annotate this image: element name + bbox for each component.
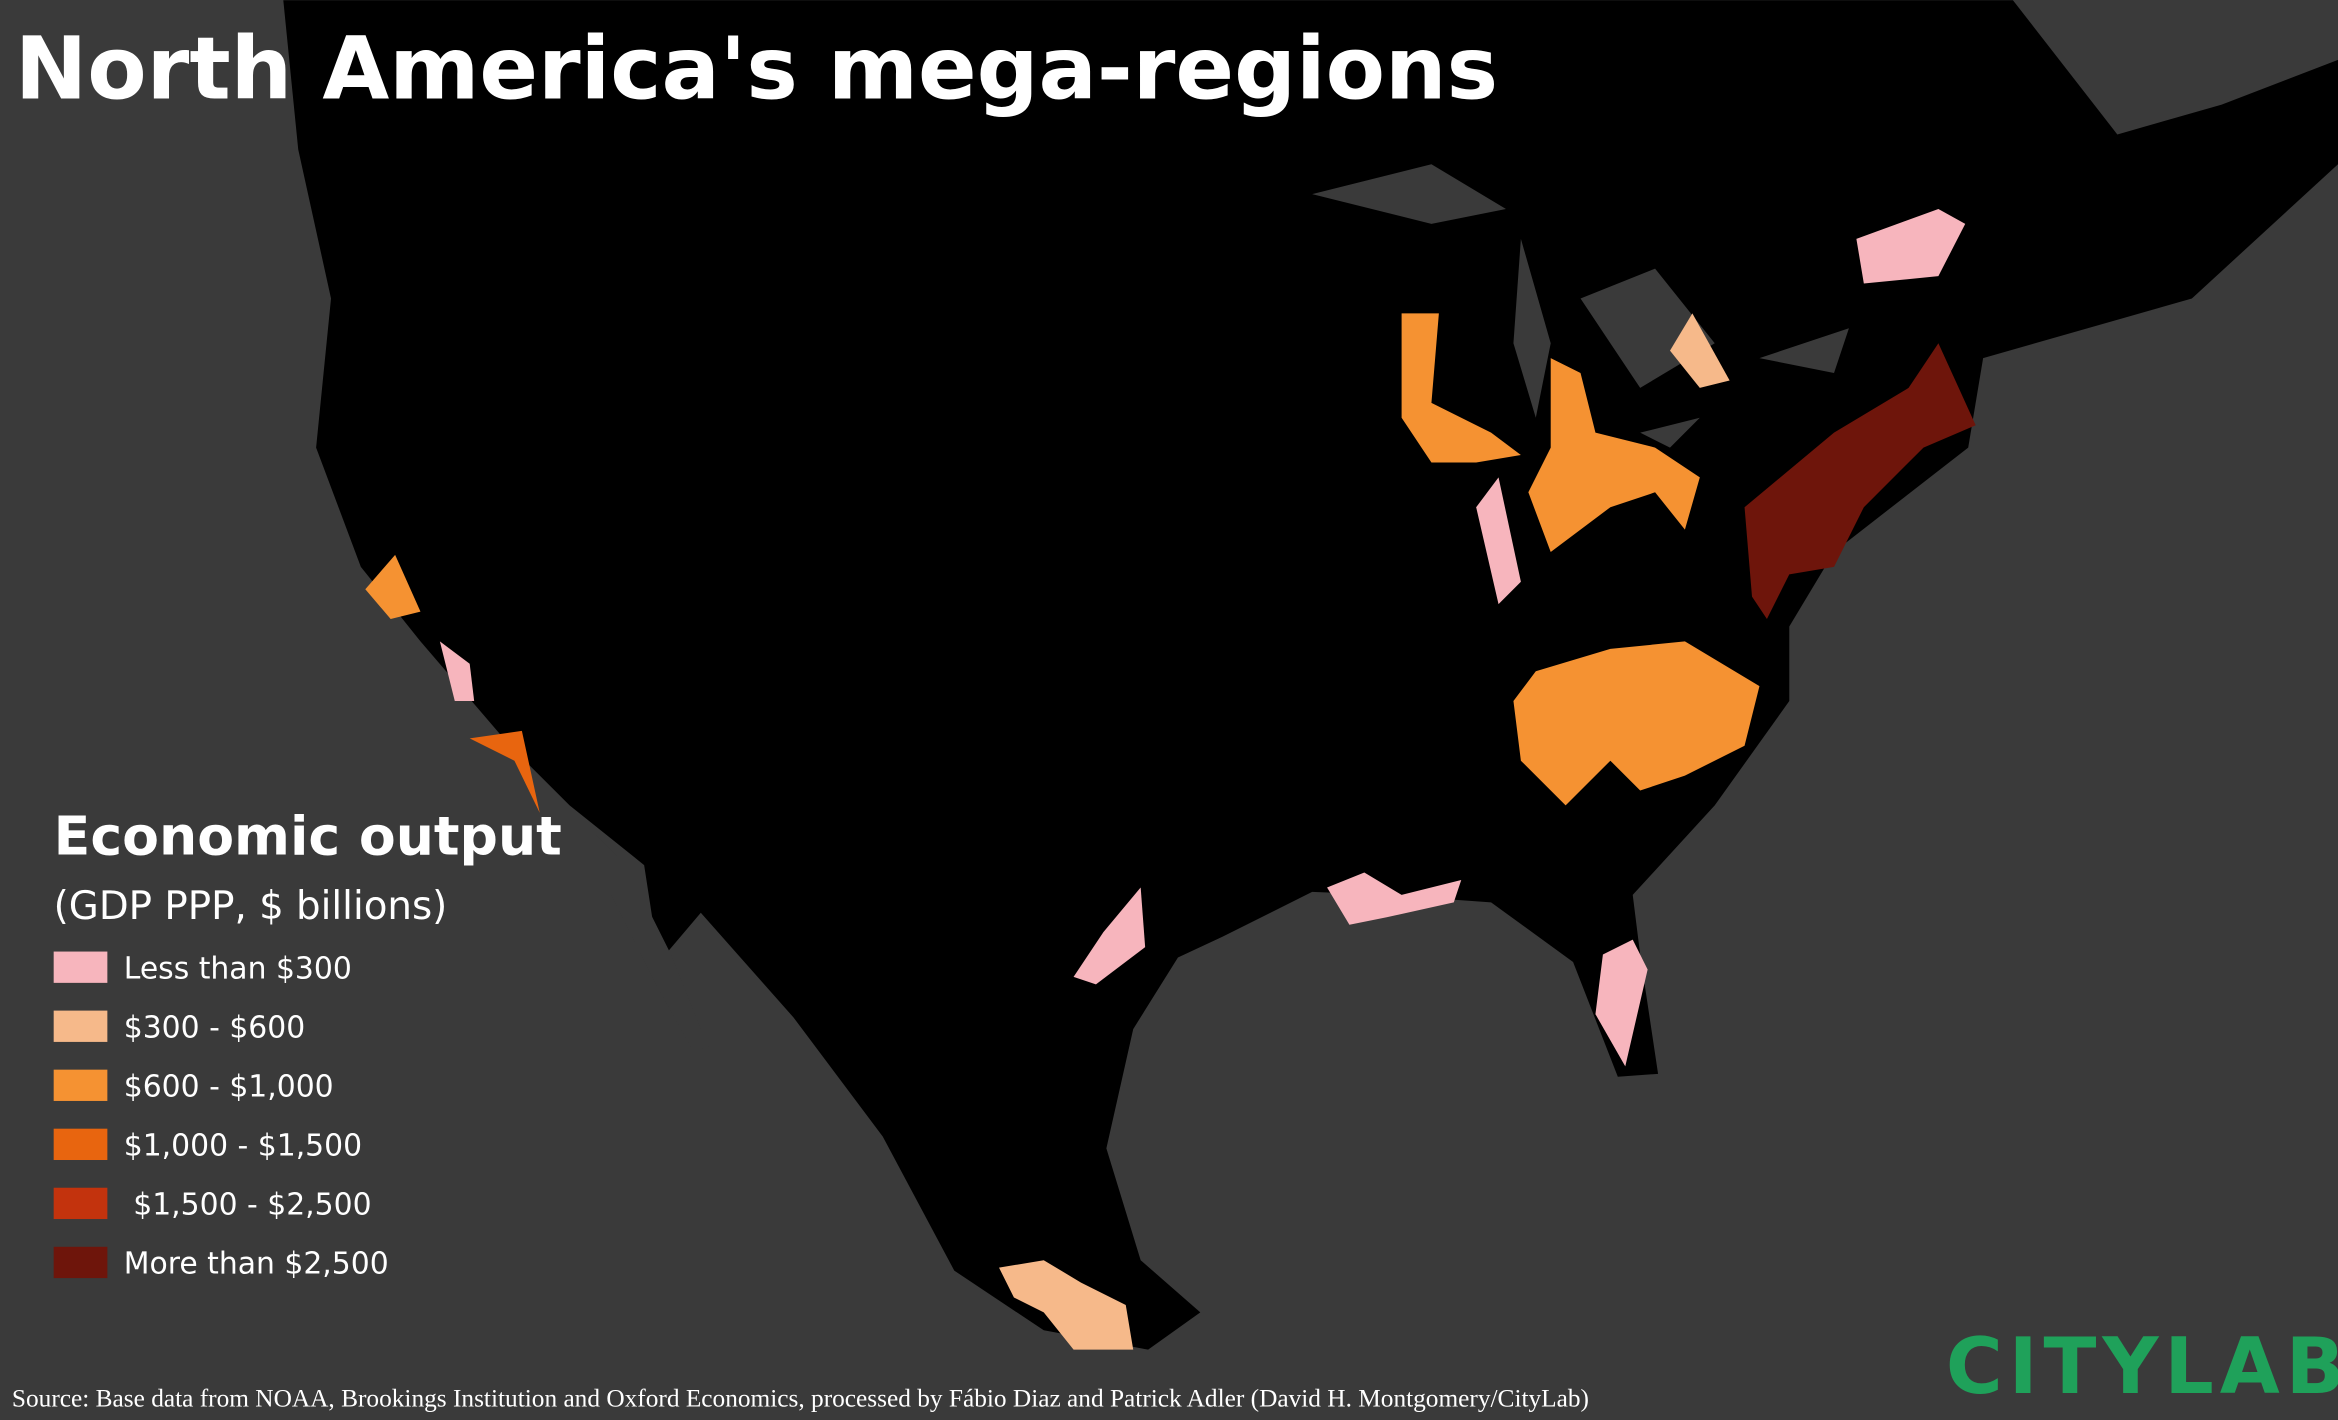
- legend-label: $1,500 - $2,500: [124, 1188, 372, 1223]
- legend-label: Less than $300: [124, 951, 352, 986]
- region: [1528, 358, 1700, 552]
- region: [1073, 887, 1146, 985]
- legend-swatch: [53, 1246, 108, 1279]
- legend: Less than $300 $300 - $600 $600 - $1,000 $1…: [53, 951, 389, 1282]
- region: [469, 730, 540, 813]
- region: [1670, 313, 1730, 388]
- legend-label: More than $2,500: [124, 1247, 389, 1282]
- region: [1595, 939, 1648, 1067]
- legend-label: $600 - $1,000: [124, 1069, 334, 1104]
- legend-swatch: [53, 951, 108, 983]
- legend-swatch: [53, 1010, 108, 1042]
- region: [1401, 313, 1521, 463]
- region: [999, 1260, 1134, 1350]
- legend-label: $300 - $600: [124, 1010, 305, 1045]
- region: [1513, 641, 1760, 806]
- region: [1476, 477, 1521, 605]
- region: [365, 554, 421, 620]
- source: Source: Base data from NOAA, Brookings I…: [12, 1384, 1589, 1412]
- legend-swatch: [53, 1128, 108, 1161]
- legend-subtitle: (GDP PPP, $ billions): [54, 884, 448, 929]
- legend-swatch: [53, 1069, 108, 1101]
- legend-swatch: [53, 1187, 108, 1220]
- region: [1856, 209, 1966, 284]
- legend-title: Economic output: [54, 805, 562, 868]
- legend-label: $1,000 - $1,500: [124, 1129, 362, 1164]
- region: [1327, 872, 1462, 925]
- logo: CITYLAB: [1946, 1322, 2338, 1412]
- region: [439, 641, 475, 702]
- lakes: [1312, 164, 1849, 448]
- regions: [365, 209, 1976, 1350]
- baja: [596, 835, 716, 1052]
- region: [1744, 343, 1976, 620]
- title: North America's mega-regions: [15, 20, 1498, 120]
